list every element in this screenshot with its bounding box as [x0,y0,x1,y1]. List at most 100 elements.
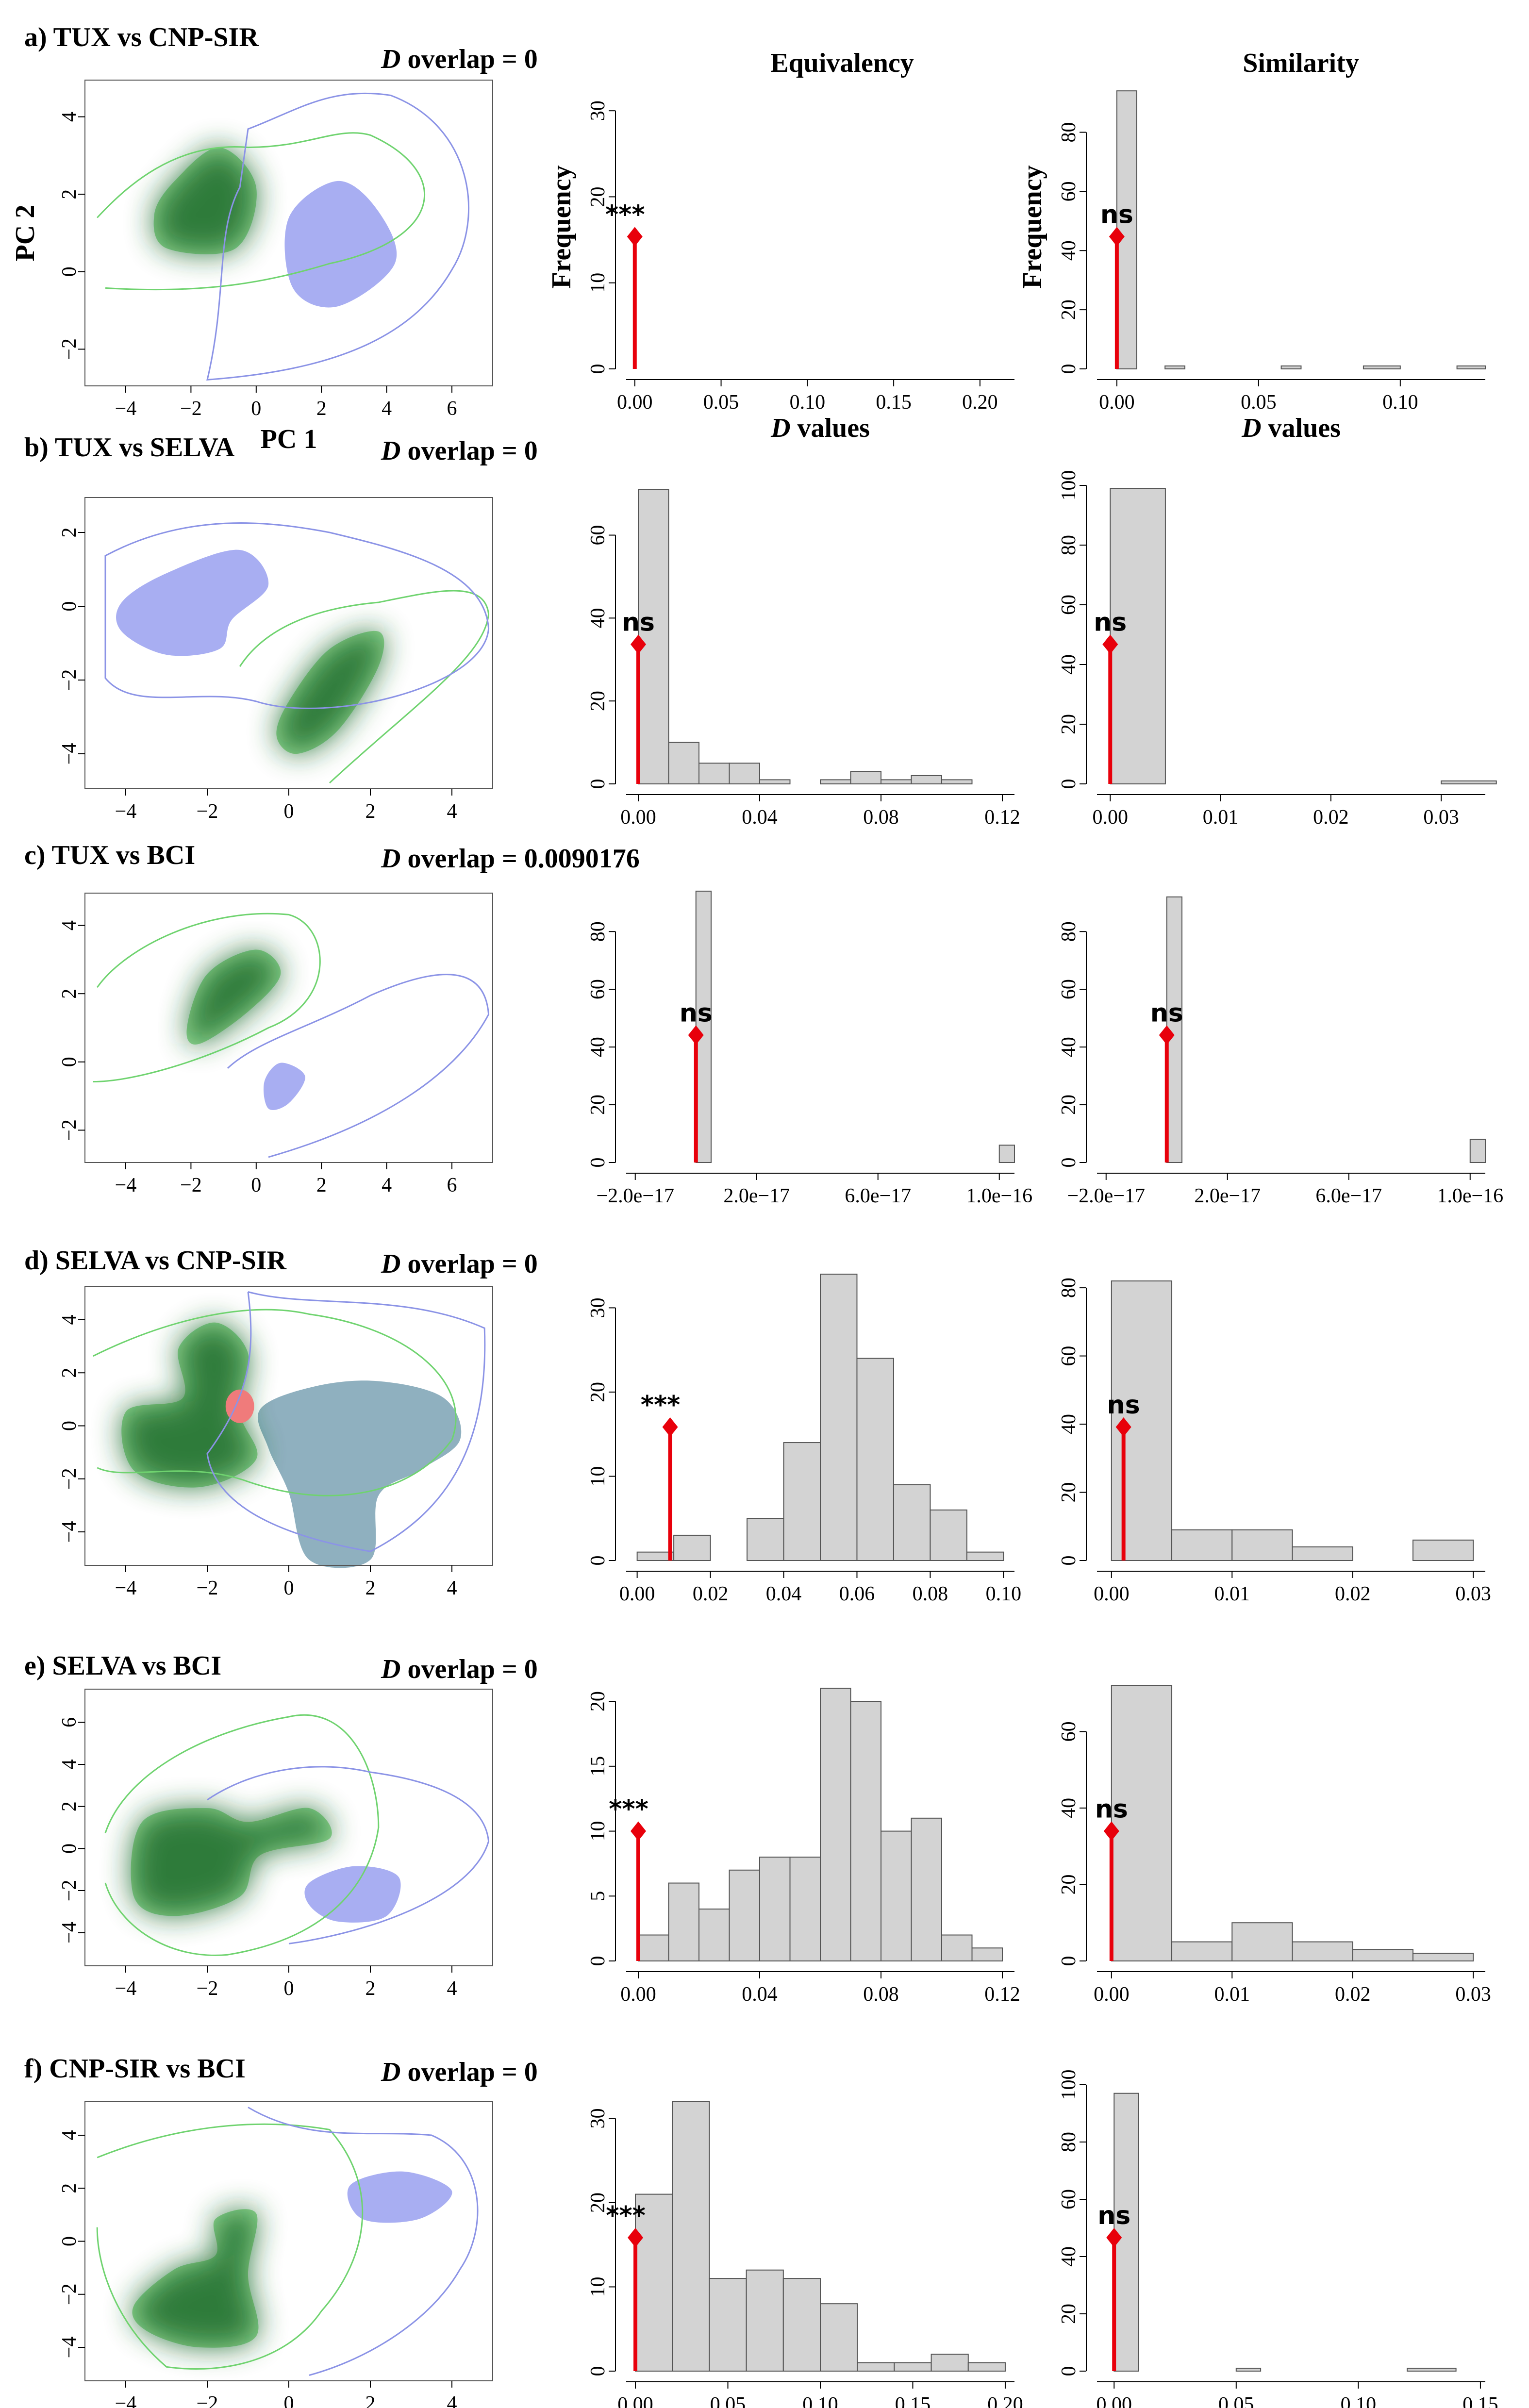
similarity-y-tick-label: 40 [1058,240,1080,261]
species2-environment-contour [227,974,490,1158]
species1-environment-contour [239,590,490,784]
pca-x-tick-label: −4 [115,1577,137,1599]
similarity-y-tick-label: 80 [1058,535,1080,555]
similarity-x-tick-label: 0.03 [1455,1983,1491,2006]
pca-x-tick-label: −4 [115,2392,137,2408]
similarity-x-tick-label: 1.0e−16 [1437,1185,1503,1207]
panel-title-c: c) TUX vs BCI [24,840,195,870]
pca-y-tick-label: 0 [58,1421,81,1431]
x-axis-title-italic: D [1241,413,1261,443]
equivalency-bar [638,489,669,784]
similarity-x-tick-label: 0.02 [1335,1583,1371,1605]
equivalency-bar [673,1534,711,1561]
equivalency-x-tick-label: 0.05 [703,391,739,414]
similarity-bar [1164,365,1186,369]
equivalency-bar [967,2362,1006,2372]
equivalency-x-tick-label: 6.0e−17 [845,1185,911,1207]
equivalency-y-tick-label: 20 [587,1691,609,1711]
similarity-x-tick-label: 0.01 [1203,806,1239,829]
overlap-label-f: D overlap = 0 [381,2057,538,2087]
species2-niche-region [116,549,269,656]
equivalency-bar [941,1934,973,1962]
similarity-y-tick-label: 60 [1058,181,1080,201]
species1-environment-contour [93,1309,457,1496]
equivalency-histogram-2: −2.0e−17 2.0e−17 6.0e−17 1.0e−16 0 20 40 60 80 ns [587,890,1032,1207]
similarity-y-tick-label: 0 [1058,1956,1080,1966]
equivalency-x-tick-label: 0.15 [895,2393,931,2408]
similarity-bar [1114,2092,1139,2372]
pca-panel-e: −4 −2 0 2 4 −4 −2 0 2 4 6 [58,1689,493,2000]
equivalency-bar [911,775,942,784]
equivalency-bar [668,1882,699,1962]
overlap-label-value: overlap = 0 [400,2057,537,2087]
equivalency-y-tick-label: 10 [587,1466,609,1486]
overlap-label-d: D [381,1249,400,1279]
pca-y-tick-label: 0 [58,1057,81,1067]
overlap-label-d: D [381,2057,400,2087]
equivalency-observed-marker [627,227,643,247]
equivalency-bar [698,1909,730,1961]
similarity-x-tick-label: 0.02 [1313,806,1349,829]
equivalency-bar [709,2278,747,2372]
equivalency-column-title: Equivalency [770,48,914,78]
similarity-y-tick-label: 0 [1058,1556,1080,1566]
species1-niche-core [132,2209,259,2348]
equivalency-bar [672,2101,710,2372]
equivalency-y-tick-label: 80 [587,921,609,942]
similarity-y-tick-label: 0 [1058,1158,1080,1168]
equivalency-y-tick-label: 10 [587,273,609,293]
pca-x-tick-label: 2 [366,800,376,823]
x-axis-title-rest: values [791,413,870,443]
pca-panel-c: −4 −2 0 2 4 6 −2 0 2 4 [58,893,493,1196]
overlap-label-value: overlap = 0 [400,1654,537,1684]
species1-niche-core [186,949,281,1045]
similarity-x-tick-label: 0.02 [1335,1983,1371,2006]
species2-niche-region [347,2171,452,2223]
overlap-label-d: D [381,44,400,74]
overlap-label-value: overlap = 0.0090176 [400,844,639,874]
equivalency-x-tick-label: 0.04 [742,806,778,829]
pca-x-tick-label: −2 [180,398,202,420]
similarity-histogram-1: 0.00 0.01 0.02 0.03 0 20 40 60 80 100 ns [1058,470,1497,829]
similarity-bar [1292,1546,1353,1561]
pca-y-tick-label: 2 [58,989,81,999]
pca-x-tick-label: 0 [284,1577,294,1599]
similarity-significance-label: ns [1094,608,1127,637]
equivalency-x-tick-label: 0.00 [617,2393,653,2408]
equivalency-x-tick-label: 0.06 [839,1583,875,1605]
similarity-bar [1441,780,1497,784]
similarity-y-tick-label: 40 [1058,2246,1080,2267]
equivalency-y-tick-label: 0 [587,364,609,374]
similarity-histogram-2: −2.0e−17 2.0e−17 6.0e−17 1.0e−16 0 20 40 60 80 ns [1058,896,1503,1207]
similarity-bar [1110,488,1166,784]
similarity-y-tick-label: 60 [1058,595,1080,615]
similarity-x-tick-label: 0.15 [1463,2393,1498,2408]
species1-environment-contour [96,2123,364,2370]
pca-x-tick-label: −4 [115,398,137,420]
similarity-x-tick-label: 0.00 [1094,1983,1130,2006]
pca-x-axis-title: PC 1 [261,424,317,454]
similarity-observed-marker [1106,2228,1122,2247]
overlap-label-value: overlap = 0 [400,1249,537,1279]
equivalency-bar [893,1484,931,1561]
equivalency-x-tick-label: 0.08 [913,1583,948,1605]
overlap-label-value: overlap = 0 [400,44,537,74]
pca-panel-f: −4 −2 0 2 4 −4 −2 0 2 4 [58,2101,493,2408]
equivalency-x-tick-label: 0.04 [766,1583,802,1605]
pca-y-tick-label: 4 [58,112,81,122]
pca-background [85,2102,493,2381]
similarity-y-tick-label: 40 [1058,1798,1080,1818]
similarity-y-tick-label: 80 [1058,122,1080,143]
equivalency-x-tick-label: 0.10 [802,2393,838,2408]
equivalency-bar [746,2269,784,2372]
similarity-significance-label: ns [1150,999,1183,1028]
pca-x-tick-label: −2 [197,800,218,823]
equivalency-bar [971,1947,1003,1962]
overlap-label-b: D overlap = 0 [381,436,538,466]
equivalency-bar [789,1857,821,1962]
pca-y-tick-label: 4 [58,1760,81,1770]
similarity-bar [1231,1529,1293,1561]
similarity-observed-marker [1159,1025,1175,1045]
pca-x-tick-label: 2 [316,1174,327,1196]
